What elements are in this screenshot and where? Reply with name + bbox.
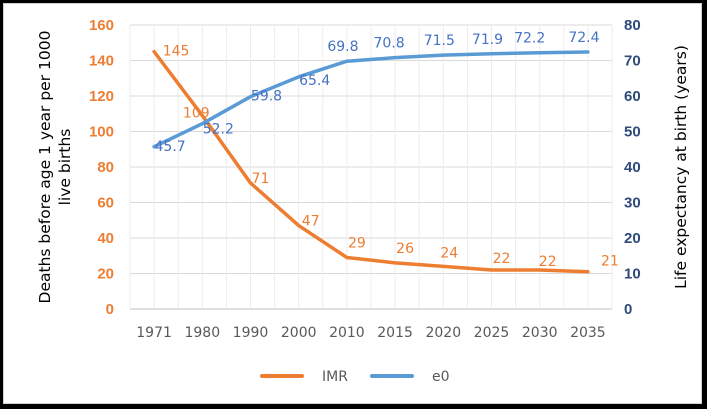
x-tick-label: 2025 — [474, 325, 510, 341]
data-label-e0: 70.8 — [374, 36, 405, 52]
data-label-imr: 21 — [601, 254, 619, 270]
y-right-tick-label: 50 — [624, 124, 641, 141]
y-right-tick-label: 80 — [624, 17, 641, 34]
x-tick-label: 1971 — [136, 325, 172, 341]
data-label-imr: 47 — [302, 214, 320, 230]
data-label-imr: 22 — [493, 251, 511, 267]
legend-label-imr: IMR — [322, 369, 348, 385]
x-tick-label: 2035 — [570, 325, 606, 341]
y-right-title: Life expectancy at birth (years) — [672, 45, 690, 289]
y-right-tick-label: 30 — [624, 195, 641, 212]
data-label-imr: 26 — [396, 241, 414, 257]
axis-ticks: 0204060801001201401600102030405060708019… — [89, 17, 641, 341]
y-left-title-line1: Deaths before age 1 year per 1000 — [36, 31, 54, 304]
data-label-imr: 109 — [183, 106, 210, 122]
legend: IMR e0 — [260, 369, 450, 385]
data-label-imr: 71 — [252, 171, 270, 187]
data-label-e0: 52.2 — [203, 122, 234, 138]
data-label-imr: 24 — [440, 245, 458, 261]
y-left-tick-label: 60 — [97, 195, 114, 212]
y-right-tick-label: 0 — [624, 301, 632, 318]
series-lines — [152, 49, 590, 274]
y-left-tick-label: 80 — [97, 159, 114, 176]
data-label-e0: 71.9 — [472, 32, 503, 48]
data-label-imr: 22 — [539, 254, 557, 270]
y-right-tick-label: 60 — [624, 88, 641, 105]
y-left-tick-label: 20 — [97, 266, 114, 283]
y-left-tick-label: 120 — [89, 88, 114, 105]
data-label-e0: 45.7 — [155, 139, 186, 155]
y-right-tick-label: 70 — [624, 53, 641, 70]
data-label-e0: 72.4 — [568, 30, 599, 46]
y-right-tick-label: 20 — [624, 230, 641, 247]
data-label-e0: 59.8 — [251, 89, 282, 105]
y-right-tick-label: 10 — [624, 266, 641, 283]
y-right-tick-label: 40 — [624, 159, 641, 176]
x-tick-label: 2010 — [329, 325, 365, 341]
x-tick-label: 2030 — [522, 325, 558, 341]
gridlines — [129, 24, 613, 310]
x-tick-label: 2020 — [425, 325, 461, 341]
y-left-tick-label: 40 — [97, 230, 114, 247]
data-label-e0: 69.8 — [327, 39, 358, 55]
data-label-e0: 72.2 — [514, 31, 545, 47]
data-labels: 145 109 71 47 29 26 24 22 22 21 45.7 52.2 59.8 65.4 69… — [155, 30, 619, 270]
series-line-e0 — [152, 50, 590, 149]
data-label-e0: 71.5 — [424, 33, 455, 49]
y-left-title-line2: live births — [56, 129, 74, 206]
data-label-imr: 145 — [163, 44, 190, 60]
chart-frame — [3, 3, 702, 404]
y-left-tick-label: 0 — [106, 301, 114, 318]
x-tick-label: 2015 — [377, 325, 413, 341]
legend-label-e0: e0 — [432, 369, 450, 385]
y-left-tick-label: 100 — [89, 124, 114, 141]
x-tick-label: 2000 — [281, 325, 317, 341]
data-label-imr: 29 — [348, 236, 366, 252]
data-label-e0: 65.4 — [299, 73, 330, 89]
x-tick-label: 1980 — [184, 325, 220, 341]
y-left-tick-label: 160 — [89, 17, 114, 34]
y-left-tick-label: 140 — [89, 53, 114, 70]
x-tick-label: 1990 — [233, 325, 269, 341]
series-line-imr — [152, 49, 590, 274]
